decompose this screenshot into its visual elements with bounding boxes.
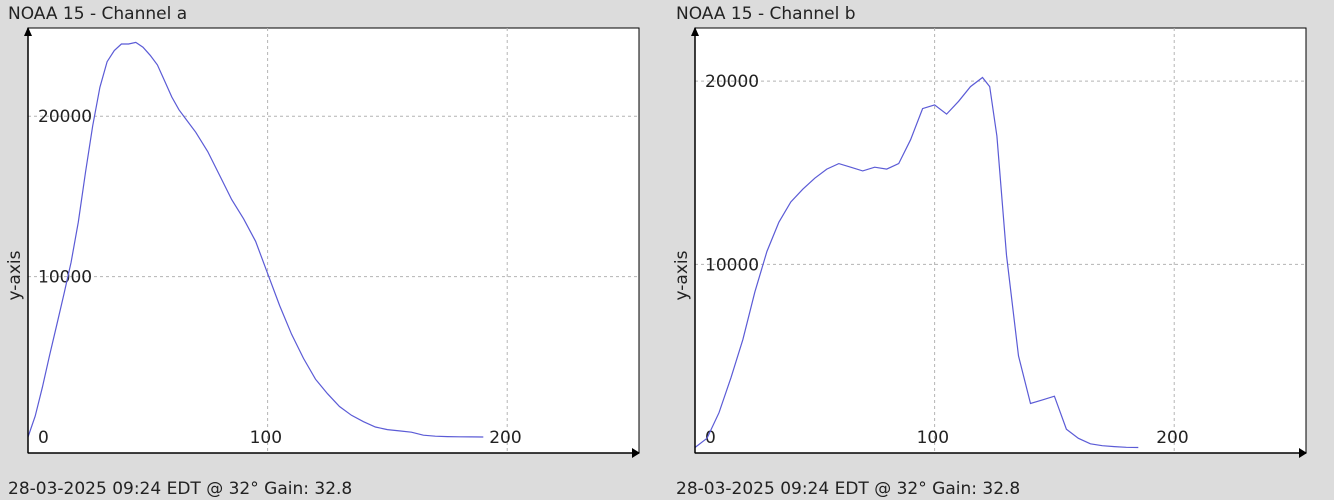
plot-area xyxy=(694,27,1307,454)
y-axis-arrow xyxy=(691,27,699,36)
tick-labels: 0 100 200 10000 20000 xyxy=(705,72,1189,448)
y-tick-label: 10000 xyxy=(705,255,759,275)
y-axis-label: y-axis xyxy=(672,250,692,300)
x-axis-arrow xyxy=(1299,448,1307,458)
chart-footer: 28-03-2025 09:24 EDT @ 32° Gain: 32.8 xyxy=(8,479,352,499)
x-axis-arrow xyxy=(632,448,640,458)
x-tick-label: 200 xyxy=(489,428,521,448)
grid-lines xyxy=(28,28,639,453)
y-axis-label: y-axis xyxy=(5,250,25,300)
chart-panel-channel-a: NOAA 15 - Channel a 0 100 200 10000 20000 y-… xyxy=(5,4,640,499)
chart-title: NOAA 15 - Channel a xyxy=(8,4,187,24)
x-tick-label: 0 xyxy=(38,428,49,448)
series-line xyxy=(694,76,1139,449)
tick-labels: 0 100 200 10000 20000 xyxy=(38,107,522,448)
x-tick-label: 100 xyxy=(917,428,949,448)
axes xyxy=(691,27,1307,458)
y-tick-label: 10000 xyxy=(38,268,92,288)
chart-panel-channel-b: NOAA 15 - Channel b 0 100 200 10000 20000 y-… xyxy=(672,4,1307,499)
plot-area xyxy=(27,27,640,454)
x-tick-label: 0 xyxy=(705,428,716,448)
chart-title: NOAA 15 - Channel b xyxy=(676,4,856,24)
x-tick-label: 100 xyxy=(250,428,282,448)
x-tick-label: 200 xyxy=(1156,428,1188,448)
y-tick-label: 20000 xyxy=(38,107,92,127)
series-line xyxy=(27,41,484,438)
grid-lines xyxy=(695,28,1306,453)
y-axis-arrow xyxy=(24,27,32,36)
axes xyxy=(24,27,640,458)
y-tick-label: 20000 xyxy=(705,72,759,92)
chart-footer: 28-03-2025 09:24 EDT @ 32° Gain: 32.8 xyxy=(676,479,1020,499)
